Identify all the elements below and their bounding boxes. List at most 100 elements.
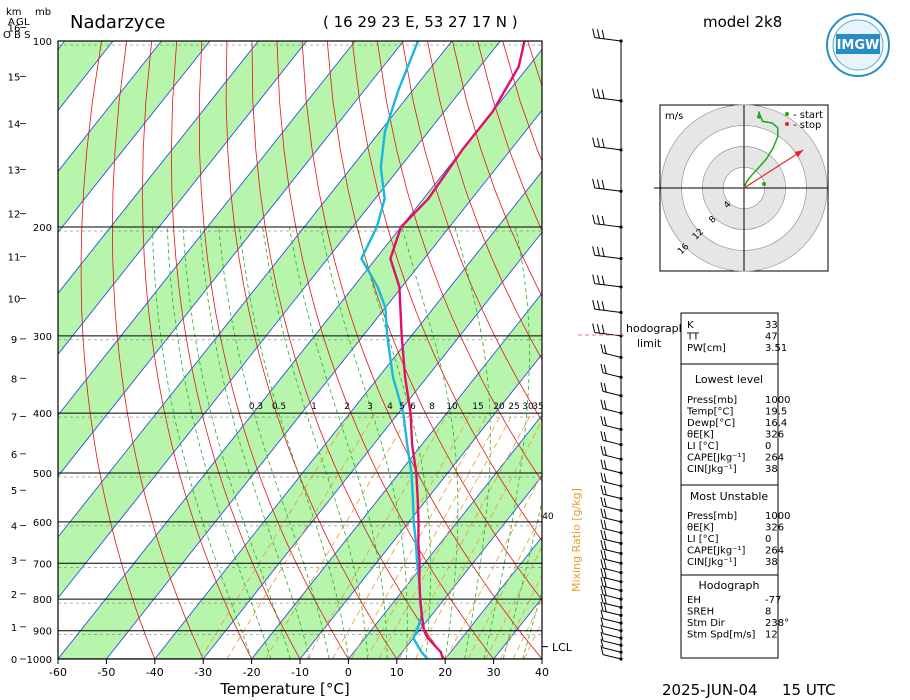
x-tick-label: 20 [438, 666, 452, 679]
index-value: 238° [765, 618, 789, 629]
agl-g: G [16, 17, 24, 28]
mixing-ratio-tick-label: 8 [429, 402, 435, 412]
index-key: CAPE[Jkg⁻¹] [687, 453, 745, 464]
x-tick-label: -40 [146, 666, 164, 679]
height-tick-label: 5 [11, 486, 17, 497]
wind-barb-shaft [602, 618, 622, 624]
dry-adiabat [225, 41, 398, 659]
pressure-tick-label: 900 [33, 627, 52, 638]
x-tick-label: 40 [535, 666, 549, 679]
wind-barb-feather [601, 89, 605, 99]
height-tick-label: 2 [11, 590, 17, 601]
agl-l: L [24, 17, 30, 28]
imgw-logo: IMGW [826, 13, 890, 77]
wind-barb-feather [596, 215, 600, 225]
wind-barb-feather [603, 473, 607, 483]
mixing-ratio-tick-label: 6 [410, 402, 416, 412]
wind-barb-feather [603, 509, 607, 519]
wind-barb-feather [601, 29, 605, 39]
legend-start-label: - start [793, 110, 823, 121]
mixing-ratio-tick-label: 4 [387, 402, 393, 412]
hodograph-ring-label: 8 [708, 214, 719, 225]
isotherm-line [396, 475, 542, 659]
wind-level-dot [619, 571, 623, 575]
hodograph-unit: m/s [665, 111, 683, 122]
wind-barb-shaft [594, 97, 622, 102]
index-value: 326 [765, 430, 784, 441]
wind-barb-shaft [594, 254, 622, 260]
mixing-ratio-line [415, 419, 542, 659]
x-tick-label: 10 [390, 666, 404, 679]
wind-barb-feather [600, 624, 604, 634]
mb-axis-heading: mb [35, 7, 51, 18]
wind-barb-feather [601, 275, 605, 285]
wind-barb-feather [600, 496, 604, 507]
isotherm-line [58, 41, 501, 599]
wind-level-dot [619, 643, 623, 647]
wind-barb-feather [600, 539, 604, 550]
wind-barb-feather [603, 559, 607, 570]
dry-adiabat [351, 41, 542, 542]
wind-barb-feather [603, 344, 607, 354]
wind-barb-feather [603, 586, 607, 596]
mixing-ratio-line [512, 598, 542, 659]
x-tick-label: -20 [243, 666, 261, 679]
isotherm-line [202, 231, 542, 659]
wind-barb-feather [596, 179, 600, 189]
wind-barb-shaft [602, 654, 622, 660]
x-axis-label: Temperature [°C] [219, 680, 349, 698]
wind-barb-feather [603, 485, 607, 496]
wind-barb-feather [600, 363, 604, 373]
mixing-ratio-line [226, 412, 376, 659]
index-value: 264 [765, 546, 784, 557]
wind-barb-feather [601, 179, 605, 190]
index-value: 19.5 [765, 407, 787, 418]
moist-adiabat [541, 657, 542, 659]
wind-barb-feather [600, 638, 604, 648]
index-key: EH [687, 595, 701, 606]
pressure-tick-label: 1000 [27, 655, 52, 666]
wind-level-dot [619, 588, 623, 593]
index-key: CAPE[Jkg⁻¹] [687, 546, 745, 557]
dry-adiabat [452, 41, 542, 298]
mixing-ratio-tick-label: 3 [367, 402, 373, 412]
moist-adiabat [166, 226, 272, 659]
mixing-ratio-line [265, 412, 411, 659]
wind-barb-feather [603, 550, 607, 560]
wind-barb-feather [603, 460, 607, 470]
agl-a: A [8, 17, 15, 28]
isotherm-line [58, 41, 308, 355]
wind-barb-feather [600, 459, 604, 469]
wind-barb-feather [600, 559, 604, 569]
pressure-tick-label: 700 [33, 559, 52, 570]
wind-barb-feather [601, 138, 605, 148]
hodograph-trace [743, 111, 779, 189]
index-value: 8 [765, 607, 771, 618]
isotherm-line [299, 353, 542, 659]
index-value: 1000 [765, 395, 790, 406]
wind-barb-feather [592, 137, 596, 147]
height-tick-label: 3 [11, 556, 17, 567]
pressure-tick-label: 600 [33, 518, 52, 529]
wind-barb-feather [600, 593, 604, 604]
height-tick-label: 4 [11, 522, 17, 533]
hodograph-limit-label-2: limit [637, 337, 662, 350]
wind-barb-feather [601, 215, 605, 225]
index-key: Press[mb] [687, 511, 737, 522]
height-tick-label: 13 [8, 165, 21, 176]
plot-lines [58, 41, 542, 659]
wind-barb-feather [603, 577, 607, 588]
isotherm-line [106, 109, 542, 659]
wind-barb-feather [603, 431, 607, 442]
height-tick-label: 8 [11, 374, 17, 385]
wind-barb-feather [592, 214, 596, 224]
index-table: Lowest level Most Unstable Hodograph K 33… [680, 312, 790, 659]
lowest-level-title: Lowest level [695, 373, 763, 386]
index-value: -77 [765, 595, 781, 606]
mixing-ratio-line [378, 412, 514, 659]
obs-heading: O B S [3, 30, 30, 41]
wind-barb-shaft [602, 633, 622, 639]
index-value: 38 [765, 464, 778, 475]
wind-barb-feather [600, 617, 604, 627]
wind-barb-feather [600, 631, 604, 641]
